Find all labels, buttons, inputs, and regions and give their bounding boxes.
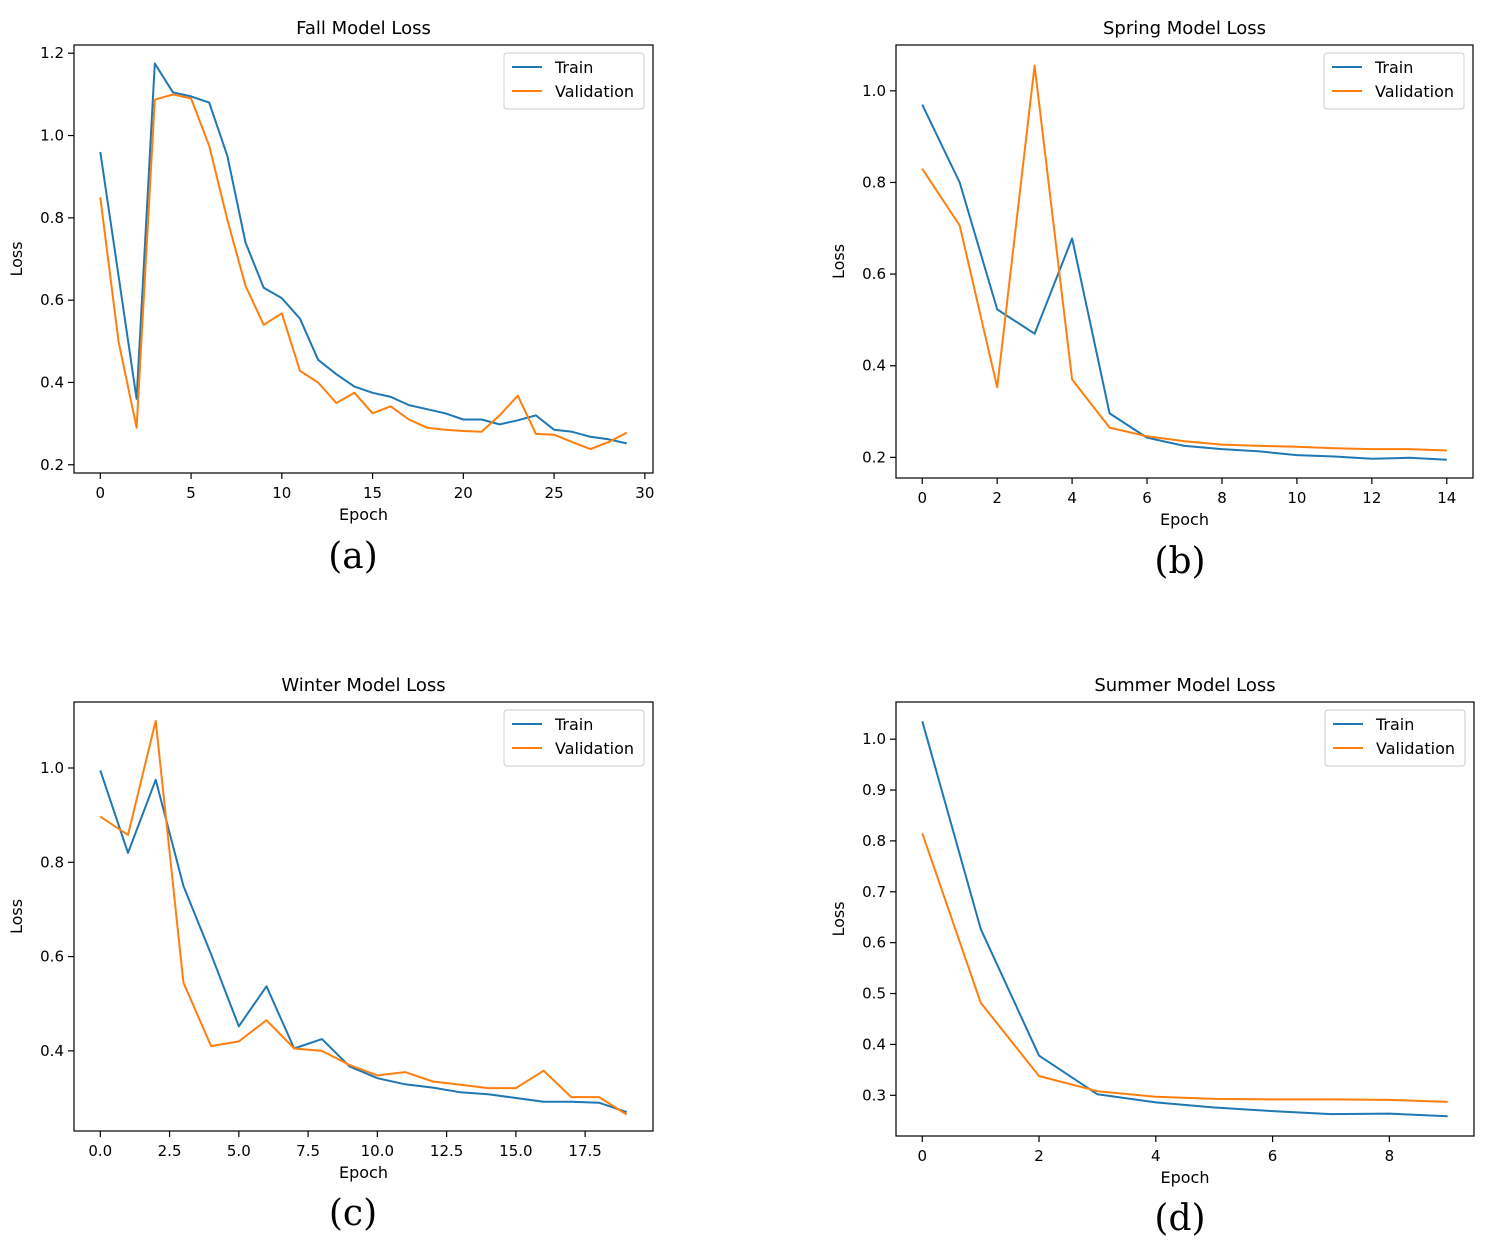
winter-loss-chart: 0.0 2.5 5.0 7.5 10.0 12.5 15.0 17.5 0.4 0.6 0.8 1.0… — [7, 675, 654, 1234]
legend-label-validation: Validation — [1376, 739, 1455, 758]
legend: Train Validation — [1324, 709, 1466, 767]
x-tick-label: 12.5 — [430, 1142, 463, 1160]
series-line-train — [921, 104, 1447, 461]
series-line-validation — [99, 719, 628, 1116]
series-line-train — [99, 62, 627, 445]
panel-caption: (c) — [329, 1193, 377, 1234]
y-tick-label: 0.8 — [40, 209, 64, 227]
legend-label-validation: Validation — [555, 739, 634, 758]
x-tick-label: 12 — [1362, 489, 1381, 507]
x-tick-label: 6 — [1268, 1147, 1278, 1165]
panel-caption: (b) — [1154, 541, 1205, 582]
legend: Train Validation — [503, 709, 645, 767]
y-tick-label: 0.7 — [862, 883, 886, 901]
x-tick-label: 30 — [635, 484, 654, 502]
y-tick-label: 0.5 — [862, 985, 886, 1003]
series-line-train — [99, 770, 628, 1114]
fall-loss-chart: 0 5 10 15 20 25 30 0.2 0.4 0.6 0.8 1.0 1.2 Fall Model… — [7, 18, 654, 577]
panel-caption: (d) — [1154, 1198, 1205, 1239]
series-line-validation — [99, 93, 628, 451]
y-tick-label: 0.6 — [40, 291, 64, 309]
y-axis-label: Loss — [829, 901, 848, 936]
y-tick-label: 1.0 — [862, 730, 886, 748]
y-tick-label: 0.6 — [862, 265, 886, 283]
x-tick-label: 2.5 — [158, 1142, 182, 1160]
x-axis-label: Epoch — [339, 505, 388, 524]
x-tick-label: 0 — [96, 484, 106, 502]
legend-label-train: Train — [554, 58, 593, 77]
x-tick-label: 2 — [992, 489, 1002, 507]
chart-title: Winter Model Loss — [281, 675, 445, 696]
plot-area — [73, 701, 654, 1132]
y-tick-label: 0.3 — [862, 1086, 886, 1104]
plot-area — [895, 701, 1475, 1137]
y-tick-label: 0.4 — [40, 373, 64, 391]
x-tick-label: 10.0 — [361, 1142, 394, 1160]
legend-label-validation: Validation — [555, 82, 634, 101]
x-tick-label: 5 — [186, 484, 196, 502]
y-tick-label: 0.8 — [40, 853, 64, 871]
y-axis-label: Loss — [7, 899, 26, 934]
legend-label-train: Train — [554, 715, 593, 734]
legend-label-train: Train — [1374, 58, 1413, 77]
y-tick-label: 0.8 — [862, 832, 886, 850]
x-tick-label: 7.5 — [296, 1142, 320, 1160]
x-tick-label: 4 — [1151, 1147, 1161, 1165]
y-tick-label: 0.4 — [862, 1035, 886, 1053]
legend: Train Validation — [503, 52, 645, 110]
x-tick-label: 0.0 — [88, 1142, 112, 1160]
y-tick-label: 0.2 — [40, 456, 64, 474]
chart-title: Spring Model Loss — [1103, 18, 1266, 39]
y-tick-label: 1.0 — [40, 127, 64, 145]
x-tick-label: 15.0 — [499, 1142, 532, 1160]
x-tick-label: 10 — [1287, 489, 1306, 507]
x-tick-label: 14 — [1437, 489, 1456, 507]
x-tick-label: 20 — [454, 484, 473, 502]
x-tick-label: 25 — [545, 484, 564, 502]
x-tick-label: 5.0 — [227, 1142, 251, 1160]
x-tick-label: 0 — [917, 489, 927, 507]
series-line-validation — [921, 832, 1448, 1103]
series-line-validation — [921, 64, 1447, 452]
x-tick-label: 0 — [917, 1147, 927, 1165]
spring-loss-chart: 0 2 4 6 8 10 12 14 0.2 0.4 0.6 0.8 1.0 Spring Model L… — [829, 18, 1474, 582]
legend-label-train: Train — [1375, 715, 1414, 734]
x-tick-label: 2 — [1034, 1147, 1044, 1165]
legend-label-validation: Validation — [1375, 82, 1454, 101]
y-axis-label: Loss — [829, 244, 848, 279]
x-tick-label: 4 — [1067, 489, 1077, 507]
y-axis-label: Loss — [7, 241, 26, 276]
x-axis-label: Epoch — [1160, 510, 1209, 529]
summer-loss-chart: 0 2 4 6 8 0.3 0.4 0.5 0.6 0.7 0.8 0.9 1.0 Summer Mode… — [829, 675, 1475, 1239]
x-tick-label: 8 — [1385, 1147, 1395, 1165]
x-axis-label: Epoch — [339, 1163, 388, 1182]
y-tick-label: 0.8 — [862, 173, 886, 191]
x-tick-label: 17.5 — [568, 1142, 601, 1160]
y-tick-label: 1.0 — [40, 759, 64, 777]
y-tick-label: 0.6 — [40, 948, 64, 966]
chart-title: Summer Model Loss — [1094, 675, 1275, 696]
chart-title: Fall Model Loss — [296, 18, 431, 39]
x-tick-label: 10 — [272, 484, 291, 502]
x-tick-label: 15 — [363, 484, 382, 502]
legend: Train Validation — [1323, 52, 1465, 110]
y-tick-label: 0.4 — [40, 1042, 64, 1060]
y-tick-label: 0.6 — [862, 934, 886, 952]
x-axis-label: Epoch — [1161, 1168, 1210, 1187]
x-tick-label: 8 — [1217, 489, 1227, 507]
y-tick-label: 0.4 — [862, 357, 886, 375]
series-line-train — [921, 721, 1448, 1118]
panel-caption: (a) — [328, 536, 378, 577]
y-tick-label: 0.2 — [862, 448, 886, 466]
x-tick-label: 6 — [1142, 489, 1152, 507]
y-tick-label: 1.2 — [40, 44, 64, 62]
y-tick-label: 1.0 — [862, 82, 886, 100]
plot-area — [895, 44, 1474, 479]
y-tick-label: 0.9 — [862, 781, 886, 799]
